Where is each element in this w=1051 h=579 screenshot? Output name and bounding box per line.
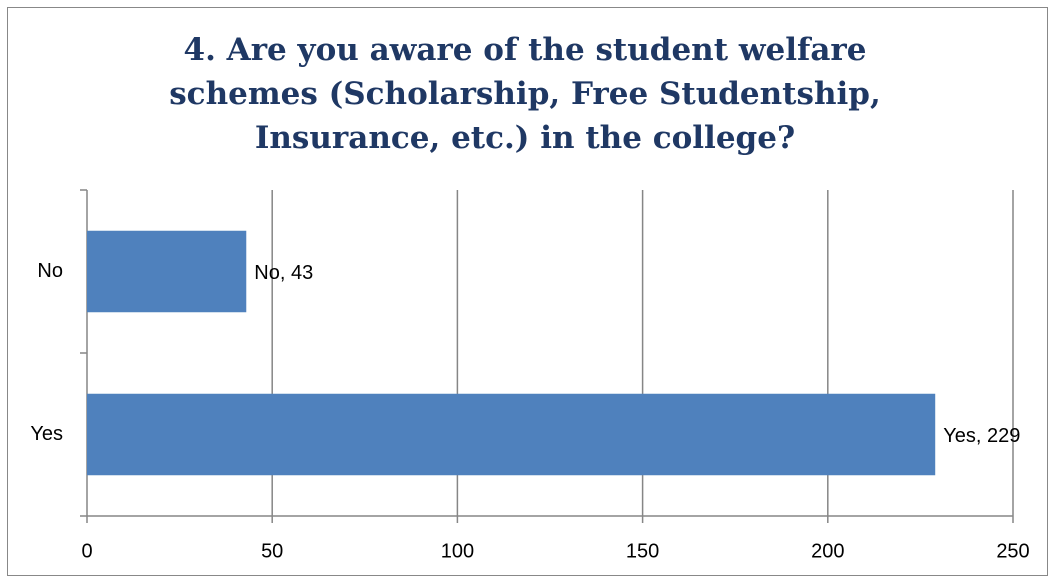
chart-border [7, 7, 1048, 576]
x-tick-label: 50 [261, 540, 283, 562]
bar [87, 230, 247, 313]
x-tick-label: 150 [626, 540, 659, 562]
bar [87, 393, 936, 476]
y-tick-label: No [37, 260, 63, 282]
data-label: No, 43 [254, 262, 313, 284]
chart-title: 4. Are you aware of the student welfare … [169, 32, 881, 156]
y-tick-label: Yes [30, 423, 63, 445]
x-tick-label: 250 [996, 540, 1029, 562]
x-tick-label: 0 [81, 540, 92, 562]
x-tick-label: 100 [441, 540, 474, 562]
data-label: Yes, 229 [943, 425, 1020, 447]
x-tick-label: 200 [811, 540, 844, 562]
